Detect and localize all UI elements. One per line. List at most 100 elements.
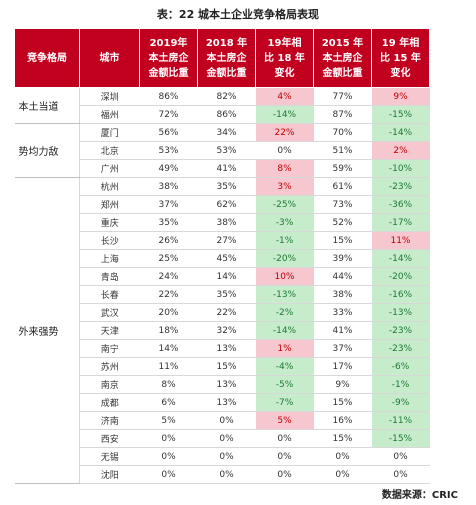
share-2018-cell: 0% (197, 465, 256, 484)
change-vs-2015-cell: -16% (371, 285, 430, 304)
group-label: 本土当道 (14, 87, 80, 124)
share-2015-cell: 15% (313, 393, 372, 412)
table-row: 势均力敌 厦门 56% 34% 22% 70% -14% (14, 123, 430, 178)
share-2015-cell: 51% (313, 141, 372, 160)
table-row: 本土当道 深圳 86% 82% 4% 77% 9% (14, 87, 430, 124)
share-2018-cell: 41% (197, 159, 256, 178)
share-2019-cell: 35% (139, 213, 198, 232)
change-vs-2018-cell: -25% (255, 195, 314, 214)
change-vs-2015-cell: -36% (371, 195, 430, 214)
share-2019-cell: 24% (139, 267, 198, 286)
table-row: 成都 6% 13% -7% 15% -9% (15, 393, 430, 412)
change-vs-2015-cell: -14% (371, 249, 430, 268)
share-2018-cell: 0% (197, 447, 256, 466)
share-2019-cell: 8% (139, 375, 198, 394)
data-source: 数据来源：CRIC (381, 490, 458, 501)
share-2018-cell: 35% (197, 285, 256, 304)
header-2019: 2019年 本土房企 金额比重 (139, 28, 198, 88)
share-2015-cell: 59% (313, 159, 372, 178)
share-2018-cell: 53% (197, 141, 256, 160)
share-2018-cell: 34% (197, 123, 256, 142)
share-2015-cell: 16% (313, 411, 372, 430)
share-2019-cell: 86% (139, 87, 198, 106)
change-vs-2018-cell: 10% (255, 267, 314, 286)
share-2019-cell: 14% (139, 339, 198, 358)
table-row: 沈阳 0% 0% 0% 0% 0% (15, 465, 430, 484)
table-row: 南宁 14% 13% 1% 37% -23% (15, 339, 430, 358)
share-2018-cell: 22% (197, 303, 256, 322)
share-2018-cell: 45% (197, 249, 256, 268)
share-2019-cell: 20% (139, 303, 198, 322)
table-row: 上海 25% 45% -20% 39% -14% (15, 249, 430, 268)
share-2019-cell: 38% (139, 177, 198, 196)
header-2015: 2015 年 本土房企 金额比重 (313, 28, 372, 88)
change-vs-2018-cell: 5% (255, 411, 314, 430)
share-2018-cell: 86% (197, 105, 256, 124)
share-2019-cell: 72% (139, 105, 198, 124)
change-vs-2015-cell: 0% (371, 465, 430, 484)
table-row: 无锡 0% 0% 0% 0% 0% (15, 447, 430, 466)
city-cell: 长春 (79, 285, 140, 304)
change-vs-2015-cell: -20% (371, 267, 430, 286)
share-2018-cell: 0% (197, 429, 256, 448)
group-label: 外来强势 (14, 177, 80, 484)
share-2018-cell: 32% (197, 321, 256, 340)
change-vs-2015-cell: -10% (371, 159, 430, 178)
change-vs-2015-cell: 2% (371, 141, 430, 160)
change-vs-2015-cell: -23% (371, 339, 430, 358)
city-cell: 沈阳 (79, 465, 140, 484)
table-row: 长沙 26% 27% -1% 15% 11% (15, 231, 430, 250)
table-row: 福州 72% 86% -14% 87% -15% (15, 105, 430, 124)
share-2019-cell: 5% (139, 411, 198, 430)
share-2015-cell: 77% (313, 87, 372, 106)
city-cell: 重庆 (79, 213, 140, 232)
change-vs-2018-cell: -14% (255, 105, 314, 124)
share-2019-cell: 18% (139, 321, 198, 340)
city-cell: 深圳 (79, 87, 140, 106)
change-vs-2018-cell: -13% (255, 285, 314, 304)
competition-table: 竞争格局 城市 2019年 本土房企 金额比重 2018 年 本土房企 金额比重… (14, 28, 430, 484)
header-change-vs-2015: 19 年相 比 15 年 变化 (371, 28, 430, 88)
change-vs-2018-cell: -14% (255, 321, 314, 340)
share-2018-cell: 35% (197, 177, 256, 196)
city-cell: 北京 (79, 141, 140, 160)
share-2015-cell: 0% (313, 465, 372, 484)
city-cell: 苏州 (79, 357, 140, 376)
city-cell: 武汉 (79, 303, 140, 322)
change-vs-2015-cell: -23% (371, 177, 430, 196)
change-vs-2018-cell: 0% (255, 465, 314, 484)
share-2018-cell: 82% (197, 87, 256, 106)
share-2018-cell: 38% (197, 213, 256, 232)
table-body: 本土当道 深圳 86% 82% 4% 77% 9% 福州 72% 86% -14% 87% -15% 势均… (14, 87, 430, 484)
change-vs-2018-cell: -2% (255, 303, 314, 322)
change-vs-2018-cell: 3% (255, 177, 314, 196)
change-vs-2015-cell: 0% (371, 447, 430, 466)
share-2015-cell: 44% (313, 267, 372, 286)
share-2019-cell: 11% (139, 357, 198, 376)
city-cell: 郑州 (79, 195, 140, 214)
share-2018-cell: 15% (197, 357, 256, 376)
table-row: 长春 22% 35% -13% 38% -16% (15, 285, 430, 304)
share-2015-cell: 41% (313, 321, 372, 340)
city-cell: 长沙 (79, 231, 140, 250)
change-vs-2018-cell: -7% (255, 393, 314, 412)
share-2015-cell: 52% (313, 213, 372, 232)
share-2019-cell: 56% (139, 123, 198, 142)
table-row: 外来强势 杭州 38% 35% 3% 61% -23% (14, 177, 430, 484)
share-2019-cell: 22% (139, 285, 198, 304)
table-row: 苏州 11% 15% -4% 17% -6% (15, 357, 430, 376)
change-vs-2018-cell: 4% (255, 87, 314, 106)
city-cell: 成都 (79, 393, 140, 412)
city-cell: 厦门 (79, 123, 140, 142)
share-2015-cell: 33% (313, 303, 372, 322)
table-row: 武汉 20% 22% -2% 33% -13% (15, 303, 430, 322)
share-2019-cell: 0% (139, 447, 198, 466)
table-row: 广州 49% 41% 8% 59% -10% (15, 159, 430, 178)
change-vs-2015-cell: -9% (371, 393, 430, 412)
share-2015-cell: 38% (313, 285, 372, 304)
city-cell: 无锡 (79, 447, 140, 466)
share-2015-cell: 0% (313, 447, 372, 466)
share-2019-cell: 53% (139, 141, 198, 160)
change-vs-2015-cell: -15% (371, 429, 430, 448)
change-vs-2018-cell: -1% (255, 231, 314, 250)
